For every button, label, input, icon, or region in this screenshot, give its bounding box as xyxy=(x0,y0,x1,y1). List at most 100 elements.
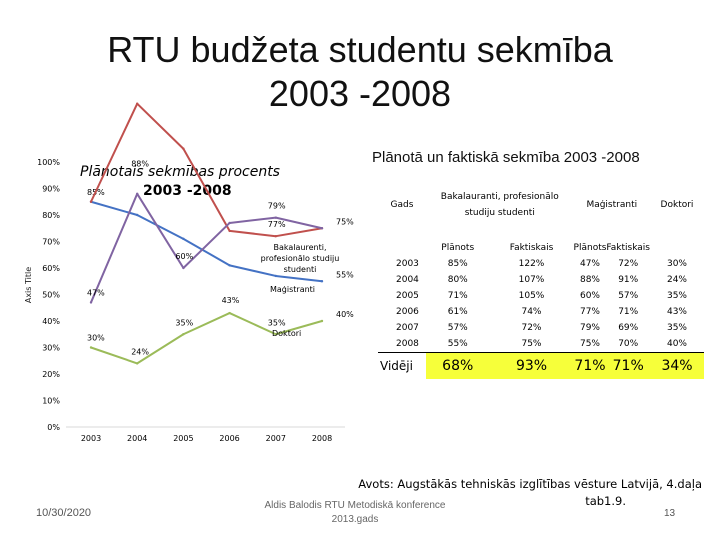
x-tick-label: 2004 xyxy=(127,434,147,443)
y-tick-label: 20% xyxy=(42,370,60,379)
table-average-row: Vidēji 68% 93% 71% 71% 34% xyxy=(378,352,704,379)
data-point xyxy=(320,280,324,283)
y-axis-title: Axis Title xyxy=(24,267,33,303)
table-cell: 57% xyxy=(447,323,468,333)
table-title: Plānotā un faktiskā sekmība 2003 -2008 xyxy=(372,149,640,166)
source-line-2: tab1.9. xyxy=(585,494,626,508)
table-row: 2004 80% 107% 88% 91% 24% xyxy=(378,272,704,288)
table-cell: 71% xyxy=(447,291,468,301)
data-point xyxy=(274,235,277,238)
data-point xyxy=(274,333,277,336)
annotation-bachelors-2: profesionālo studiju xyxy=(261,254,340,263)
y-tick-label: 40% xyxy=(42,317,60,326)
data-label: 88% xyxy=(131,159,149,168)
average-cell: 68% xyxy=(426,352,490,379)
data-point xyxy=(89,301,93,304)
table-subheader: Faktiskais xyxy=(509,243,554,253)
conference-line-1: Aldis Balodis RTU Metodiskā konference xyxy=(264,500,446,511)
data-label: 30% xyxy=(87,334,105,343)
table-cell: 122% xyxy=(518,259,545,269)
data-point xyxy=(228,311,231,315)
table-cell: 72% xyxy=(521,323,542,333)
table-cell: 57% xyxy=(618,291,639,301)
annotation-bachelors: Bakalaurenti, xyxy=(274,243,327,252)
chart-title: Plānotais sekmības procents xyxy=(80,164,280,180)
table-cell: 61% xyxy=(447,307,468,317)
table-header-masters: Maģistranti xyxy=(586,200,638,210)
average-cell: 71% xyxy=(573,352,607,379)
data-point xyxy=(182,237,185,241)
table-cell: 71% xyxy=(618,307,639,317)
data-point xyxy=(228,229,231,233)
data-point xyxy=(89,200,93,203)
table-cell: 60% xyxy=(579,291,600,301)
x-tick-label: 2007 xyxy=(266,434,286,443)
table-header-year: Gads xyxy=(390,200,414,210)
y-tick-label: 100% xyxy=(37,158,60,167)
data-point xyxy=(136,362,139,365)
table-row: 2005 71% 105% 60% 57% 35% xyxy=(378,288,704,304)
table-cell: 72% xyxy=(618,259,639,269)
y-tick-label: 10% xyxy=(42,397,60,406)
table-cell: 79% xyxy=(579,323,600,333)
table-cell: 74% xyxy=(521,307,542,317)
table-cell: 30% xyxy=(666,259,687,269)
table-cell: 35% xyxy=(666,323,687,333)
table-cell: 2005 xyxy=(396,291,419,301)
data-label: 60% xyxy=(175,252,193,261)
data-point xyxy=(274,274,277,278)
annotation-bachelors-3: studenti xyxy=(284,265,317,274)
table-header-bachelors: Bakalauranti, profesionālo studiju stude… xyxy=(440,192,559,218)
series-line xyxy=(90,312,323,365)
chart-title-year: 2003 -2008 xyxy=(143,183,232,199)
annotation-masters: Maģistranti xyxy=(270,285,315,294)
data-point xyxy=(182,147,185,150)
average-cell: 71% xyxy=(606,352,650,379)
annotation-doctoral: Doktori xyxy=(272,329,301,338)
table-cell: 75% xyxy=(579,339,600,349)
data-label: 40% xyxy=(336,310,354,319)
average-cell: 34% xyxy=(650,352,704,379)
data-label: 24% xyxy=(131,347,149,356)
table-cell: 105% xyxy=(518,291,545,301)
x-tick-label: 2003 xyxy=(81,434,101,443)
table-cell: 47% xyxy=(579,259,600,269)
table-cell: 2007 xyxy=(396,323,419,333)
table-cell: 43% xyxy=(666,307,687,317)
table-cell: 69% xyxy=(618,323,639,333)
table-cell: 24% xyxy=(666,275,687,285)
table-cell: 40% xyxy=(666,339,687,349)
table-cell: 70% xyxy=(618,339,639,349)
table-cell: 91% xyxy=(618,275,639,285)
data-label: 55% xyxy=(336,270,354,279)
table-subheader: Plānots xyxy=(573,243,607,253)
y-tick-label: 30% xyxy=(42,344,60,353)
series-line xyxy=(90,192,323,303)
x-tick-label: 2008 xyxy=(312,434,332,443)
table-cell: 35% xyxy=(666,291,687,301)
slide-title-line-1: RTU budžeta studentu sekmība xyxy=(107,29,613,70)
table-row: 2003 85% 122% 47% 72% 30% xyxy=(378,256,704,272)
table-subheader: Plānots xyxy=(441,243,475,253)
data-point xyxy=(136,102,139,105)
y-tick-label: 50% xyxy=(42,291,60,300)
y-tick-label: 70% xyxy=(42,238,60,247)
data-label: 35% xyxy=(268,318,286,327)
data-point xyxy=(228,264,231,267)
table-row: 2006 61% 74% 77% 71% 43% xyxy=(378,304,704,320)
table-cell: 2003 xyxy=(396,259,419,269)
data-label: 43% xyxy=(222,296,240,305)
table-cell: 80% xyxy=(447,275,468,285)
conference-footer: Aldis Balodis RTU Metodiskā konference 2… xyxy=(240,499,470,527)
conference-line-2: 2013.gads xyxy=(331,514,379,525)
data-point xyxy=(136,213,139,217)
table-subheader: Faktiskais xyxy=(606,243,650,253)
data-label: 35% xyxy=(175,318,193,327)
table-cell: 88% xyxy=(579,275,600,285)
table-header-doctoral: Doktori xyxy=(660,200,694,210)
source-note: Avots: Augstākās tehniskās izglītības vē… xyxy=(332,476,702,510)
table-row: 2007 57% 72% 79% 69% 35% xyxy=(378,320,704,336)
x-tick-label: 2005 xyxy=(173,434,193,443)
table-cell: 75% xyxy=(521,339,542,349)
